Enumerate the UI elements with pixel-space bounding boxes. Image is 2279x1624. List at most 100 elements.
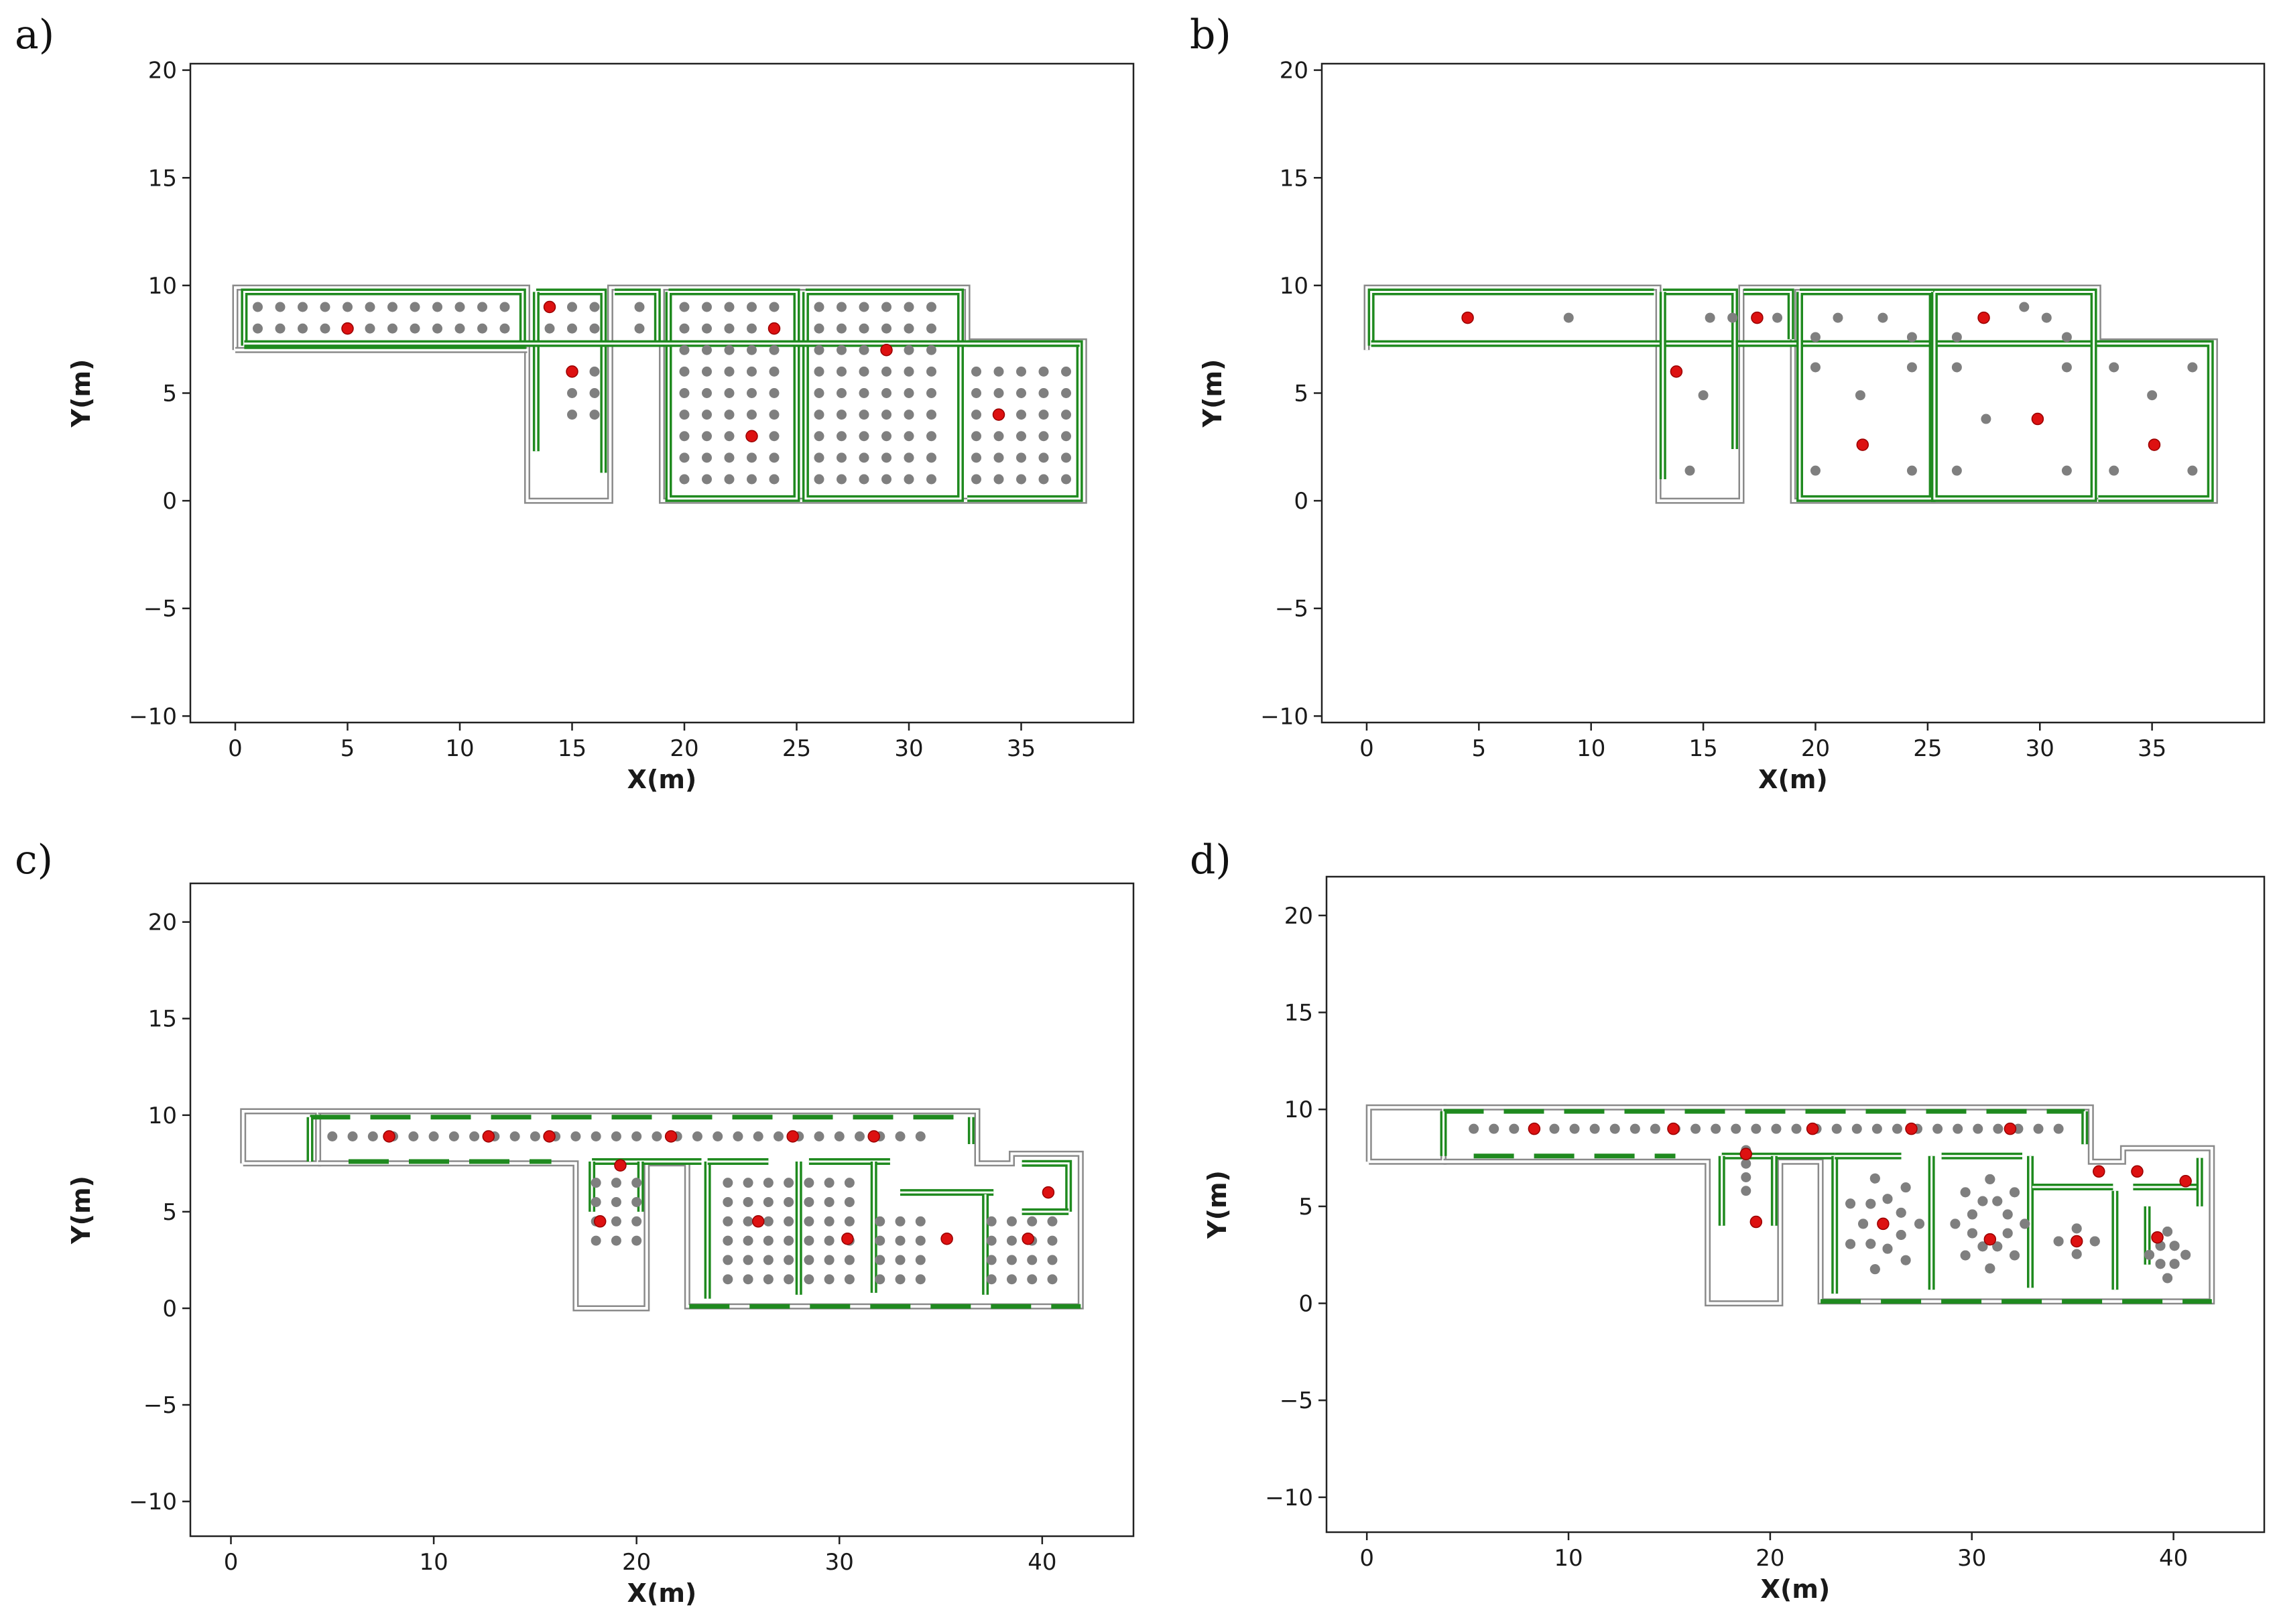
chart-d-xtick-label: 0 xyxy=(1359,1545,1374,1572)
chart-b-grey-point xyxy=(1684,465,1695,476)
chart-c-grey-point xyxy=(652,1131,662,1141)
chart-d-grey-point xyxy=(2020,1219,2030,1229)
chart-b-grey-point xyxy=(1698,390,1709,401)
chart-a-grey-point xyxy=(769,345,780,355)
chart-b-grey-point xyxy=(1951,362,1962,373)
chart-a-grey-point xyxy=(343,302,353,312)
chart-d-ylabel: Y(m) xyxy=(1203,1170,1232,1239)
chart-d-grey-point xyxy=(1569,1123,1580,1134)
chart-a-grey-point xyxy=(926,388,936,398)
chart-c-grey-point xyxy=(631,1196,642,1207)
chart-a-grey-point xyxy=(1061,474,1071,485)
chart-b-grey-point xyxy=(1981,414,1991,424)
chart-d-red-point xyxy=(1749,1215,1763,1229)
chart-a-grey-point xyxy=(926,302,936,312)
chart-a-grey-point xyxy=(724,474,735,485)
chart-a-grey-point xyxy=(747,323,757,334)
chart-d-grey-point xyxy=(1791,1123,1802,1134)
chart-c-grey-point xyxy=(743,1274,753,1285)
chart-a-grey-point xyxy=(1038,410,1049,420)
chart-a-grey-point xyxy=(881,452,891,463)
chart-b-plot-area xyxy=(1363,284,2218,504)
chart-c-grey-point xyxy=(844,1274,855,1285)
chart-a-grey-point xyxy=(904,431,914,442)
chart-a-grey-point xyxy=(747,302,757,312)
chart-c-red-point xyxy=(593,1215,607,1228)
chart-a-grey-point xyxy=(634,302,645,312)
chart-a-red-point xyxy=(341,322,354,335)
chart-a-grey-point xyxy=(320,323,330,334)
chart-a-grey-point xyxy=(454,302,465,312)
chart-a-grey-point xyxy=(993,452,1004,463)
chart-b-grey-point xyxy=(2041,312,2052,323)
chart-c-grey-point xyxy=(723,1196,733,1207)
chart-a-grey-point xyxy=(275,302,286,312)
chart-c-grey-point xyxy=(723,1216,733,1227)
chart-c-grey-point xyxy=(570,1131,581,1141)
chart-d-grey-point xyxy=(1896,1230,1906,1241)
chart-d-grey-point xyxy=(1489,1123,1499,1134)
chart-b-grey-point xyxy=(1833,312,1843,323)
chart-b-wall-inner xyxy=(1662,291,1736,449)
chart-b-wall xyxy=(1367,288,1654,346)
chart-c-grey-point xyxy=(591,1196,601,1207)
chart-d-ytick-label: 15 xyxy=(1284,1000,1313,1027)
chart-a-grey-point xyxy=(1061,431,1071,442)
chart-a-grey-point xyxy=(837,388,847,398)
chart-c-grey-point xyxy=(611,1178,621,1188)
chart-b-xtick-label: 35 xyxy=(2138,735,2166,762)
chart-c-wall-inner xyxy=(1022,1162,1070,1212)
chart-b-grey-point xyxy=(1906,362,1917,373)
chart-c-grey-point xyxy=(895,1235,906,1246)
chart-a-grey-point xyxy=(589,388,600,398)
chart-d-grey-point xyxy=(2010,1187,2020,1198)
chart-c-grey-point xyxy=(1047,1235,1058,1246)
chart-d-grey-point xyxy=(1960,1187,1971,1198)
chart-d-grey-point xyxy=(1845,1198,1856,1209)
chart-a-grey-point xyxy=(1016,388,1026,398)
chart-d-grey-point xyxy=(1831,1123,1842,1134)
chart-a-grey-point xyxy=(814,474,824,485)
chart-c-grey-point xyxy=(743,1196,753,1207)
chart-d-grey-point xyxy=(2162,1227,2173,1237)
chart-a-ytick-label: −10 xyxy=(129,703,177,730)
chart-d-grey-point xyxy=(1967,1228,1977,1239)
chart-d-grey-point xyxy=(1900,1255,1911,1265)
chart-c-frame xyxy=(189,882,1135,1538)
chart-d-grey-point xyxy=(1858,1219,1869,1229)
chart-c-grey-point xyxy=(763,1274,774,1285)
chart-a-grey-point xyxy=(567,410,577,420)
chart-b-ytick-label: 20 xyxy=(1280,58,1308,84)
chart-a-grey-point xyxy=(747,345,757,355)
chart-b-xlabel: X(m) xyxy=(1758,765,1828,794)
chart-b-grey-point xyxy=(1951,332,1962,342)
chart-c-grey-point xyxy=(530,1131,540,1141)
chart-d-red-point xyxy=(2151,1231,2164,1244)
chart-c-red-point xyxy=(867,1130,880,1143)
chart-d-grey-point xyxy=(1985,1263,1995,1273)
chart-c-grey-point xyxy=(1027,1274,1038,1285)
chart-a-grey-point xyxy=(1038,452,1049,463)
chart-d-floor-outline xyxy=(1365,1104,1446,1165)
chart-c-panel-label: c) xyxy=(15,836,53,883)
chart-c-grey-point xyxy=(844,1178,855,1188)
chart-c-ytick-label: 10 xyxy=(148,1103,177,1129)
chart-a-grey-point xyxy=(679,345,690,355)
chart-a-grey-point xyxy=(747,474,757,485)
chart-d-grey-point xyxy=(2002,1209,2013,1220)
chart-a-grey-point xyxy=(1038,388,1049,398)
chart-a-grey-point xyxy=(837,410,847,420)
chart-d-grey-point xyxy=(1914,1219,1925,1229)
chart-c-grey-point xyxy=(784,1255,794,1265)
chart-c-grey-point xyxy=(591,1178,601,1188)
chart-a-grey-point xyxy=(589,410,600,420)
chart-a-grey-point xyxy=(724,410,735,420)
chart-d-grey-point xyxy=(1751,1123,1762,1134)
chart-c-red-point xyxy=(664,1130,678,1143)
chart-a-grey-point xyxy=(1061,388,1071,398)
chart-a-grey-point xyxy=(702,431,712,442)
chart-c-grey-point xyxy=(723,1274,733,1285)
chart-d-grey-point xyxy=(1845,1239,1856,1249)
chart-d-grey-point xyxy=(1771,1123,1782,1134)
